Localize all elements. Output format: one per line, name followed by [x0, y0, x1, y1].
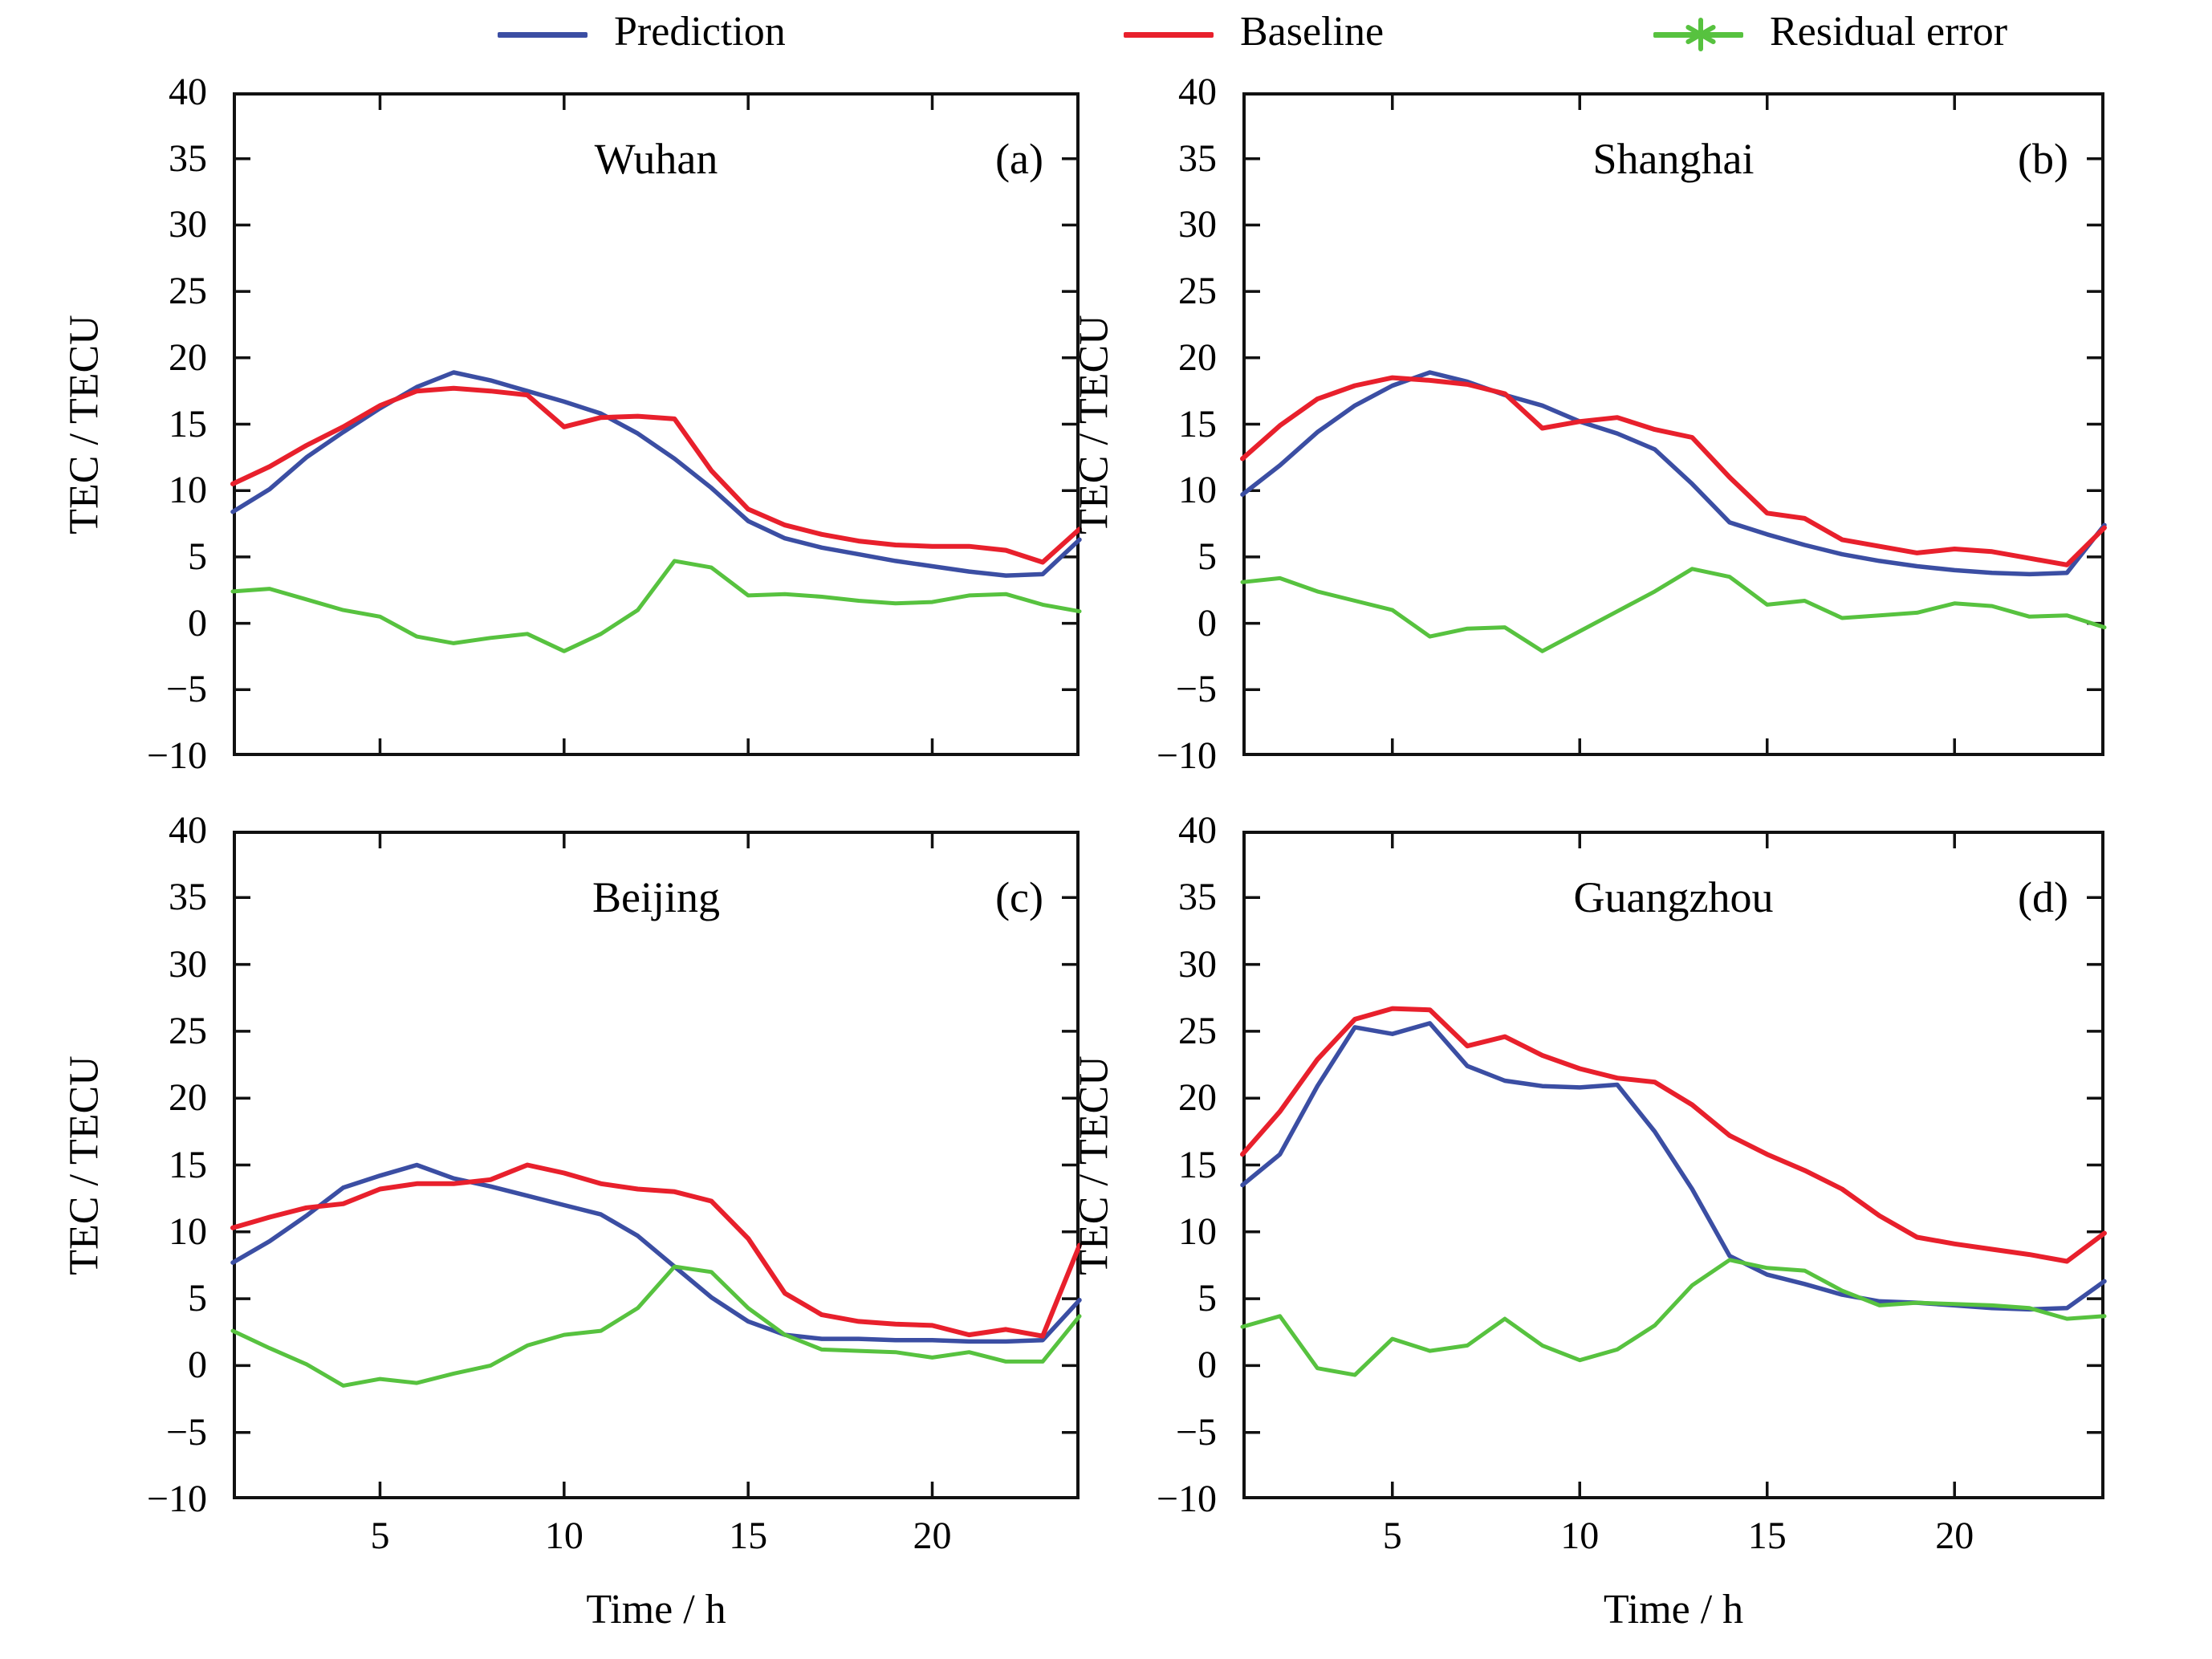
- y-tick-label: −10: [1156, 1478, 1217, 1520]
- x-tick-label: 10: [1560, 1515, 1600, 1557]
- y-tick-label: 30: [1178, 203, 1217, 246]
- y-tick-label: 0: [1197, 1344, 1217, 1387]
- y-tick-label: −5: [1175, 668, 1217, 711]
- x-tick-label: 10: [544, 1515, 583, 1557]
- axis-ticks: [233, 92, 1080, 756]
- y-tick-label: 10: [1178, 1210, 1217, 1253]
- panel-tag: (c): [995, 873, 1043, 921]
- y-tick-label: −5: [165, 1410, 207, 1454]
- series-line-baseline: [230, 1162, 1082, 1339]
- asterisk-marker-icon: [1685, 18, 1716, 51]
- series-line-prediction: [1240, 370, 2107, 577]
- y-tick-label: 20: [1178, 1076, 1217, 1120]
- y-axis-title: TEC / TECU: [61, 1055, 108, 1275]
- axis-frame: [233, 831, 1080, 1499]
- axis-frame: [1242, 831, 2104, 1499]
- series-line-residual-error: [1240, 567, 2107, 653]
- y-tick-label: 5: [188, 535, 207, 578]
- y-tick-label: 5: [1197, 535, 1217, 578]
- panel-tag: (b): [2018, 135, 2068, 183]
- y-tick-label: 0: [188, 601, 207, 644]
- y-tick-label: 35: [1178, 876, 1217, 919]
- panel-beijing: Beijing (c) TEC / TECU Time / h 40 35 30 25…: [62, 811, 1082, 1633]
- legend-label-prediction: Prediction: [614, 9, 786, 55]
- x-tick-label: 5: [1382, 1515, 1402, 1557]
- y-tick-label: 40: [1178, 809, 1217, 852]
- x-tick-label: 15: [729, 1515, 768, 1557]
- y-tick-label: 15: [1178, 1143, 1217, 1186]
- x-tick-label: 15: [1747, 1515, 1787, 1557]
- y-tick-label: 40: [1178, 71, 1217, 113]
- prediction-line-swatch: [498, 32, 588, 38]
- y-tick-label: 15: [169, 402, 207, 445]
- y-tick-label: 10: [169, 469, 207, 512]
- y-tick-label: 5: [188, 1277, 207, 1320]
- y-tick-label: 35: [169, 876, 207, 919]
- axis-frame: [233, 92, 1080, 756]
- panel-wuhan: Wuhan (a) TEC / TECU 40 35 30 25 20 15 10 5 0 −5−…: [62, 73, 1082, 775]
- y-tick-label: 40: [169, 71, 207, 113]
- x-axis-title: Time / h: [1603, 1587, 1744, 1633]
- panel-tag: (d): [2018, 873, 2068, 921]
- y-tick-label: −10: [1156, 734, 1217, 777]
- y-axis-title: TEC / TECU: [1071, 314, 1117, 535]
- y-tick-label: 15: [1178, 402, 1217, 445]
- y-axis-title: TEC / TECU: [1071, 1055, 1117, 1275]
- x-axis-title: Time / h: [586, 1587, 726, 1633]
- x-tick-label: 20: [1935, 1515, 1974, 1557]
- legend-label-baseline: Baseline: [1240, 9, 1385, 55]
- y-tick-label: 35: [169, 136, 207, 180]
- y-tick-label: 0: [1197, 601, 1217, 644]
- y-tick-label: 25: [169, 270, 207, 313]
- series-line-prediction: [1240, 1021, 2107, 1312]
- y-tick-label: −10: [146, 1478, 207, 1520]
- chart-canvas: [230, 92, 1082, 756]
- y-tick-label: 15: [169, 1143, 207, 1186]
- y-axis-title: TEC / TECU: [61, 314, 108, 535]
- x-tick-label: 5: [370, 1515, 390, 1557]
- chart-canvas: [230, 831, 1082, 1499]
- y-tick-label: 40: [169, 809, 207, 852]
- y-tick-label: 30: [1178, 942, 1217, 986]
- axis-ticks: [1242, 92, 2104, 756]
- y-tick-label: 0: [188, 1344, 207, 1387]
- y-tick-label: 30: [169, 203, 207, 246]
- y-tick-label: 35: [1178, 136, 1217, 180]
- series-line-baseline: [1240, 1006, 2107, 1264]
- chart-canvas: [1240, 831, 2107, 1499]
- series-line-baseline: [230, 385, 1082, 565]
- panel-guangzhou: Guangzhou (d) TEC / TECU Time / h 40 35 30…: [1071, 811, 2107, 1633]
- panel-shanghai: Shanghai (b) TEC / TECU 40 35 30 25 20 15 10 5 0…: [1071, 73, 2107, 775]
- y-tick-label: 20: [169, 1076, 207, 1120]
- axis-ticks: [1242, 831, 2104, 1499]
- legend-label-residual-error: Residual error: [1770, 9, 2008, 55]
- y-tick-label: 20: [1178, 335, 1217, 379]
- series-line-residual-error: [1240, 1258, 2107, 1377]
- series-line-residual-error: [230, 1264, 1082, 1388]
- axis-ticks: [233, 831, 1080, 1499]
- y-tick-label: −5: [1175, 1410, 1217, 1454]
- y-tick-label: −5: [165, 668, 207, 711]
- y-tick-label: 25: [1178, 270, 1217, 313]
- baseline-line-swatch: [1124, 32, 1214, 38]
- series-line-prediction: [230, 1162, 1082, 1344]
- panel-tag: (a): [995, 135, 1043, 183]
- y-tick-label: 25: [169, 1009, 207, 1052]
- x-tick-label: 20: [913, 1515, 952, 1557]
- y-tick-label: 10: [169, 1210, 207, 1253]
- y-tick-label: 10: [1178, 469, 1217, 512]
- axis-frame: [1242, 92, 2104, 756]
- y-tick-label: 30: [169, 942, 207, 986]
- y-tick-label: 25: [1178, 1009, 1217, 1052]
- series-line-baseline: [1240, 375, 2107, 567]
- series-line-residual-error: [230, 559, 1082, 653]
- y-tick-label: 5: [1197, 1277, 1217, 1320]
- y-tick-label: 20: [169, 335, 207, 379]
- y-tick-label: −10: [146, 734, 207, 777]
- series-line-prediction: [230, 370, 1082, 578]
- chart-canvas: [1240, 92, 2107, 756]
